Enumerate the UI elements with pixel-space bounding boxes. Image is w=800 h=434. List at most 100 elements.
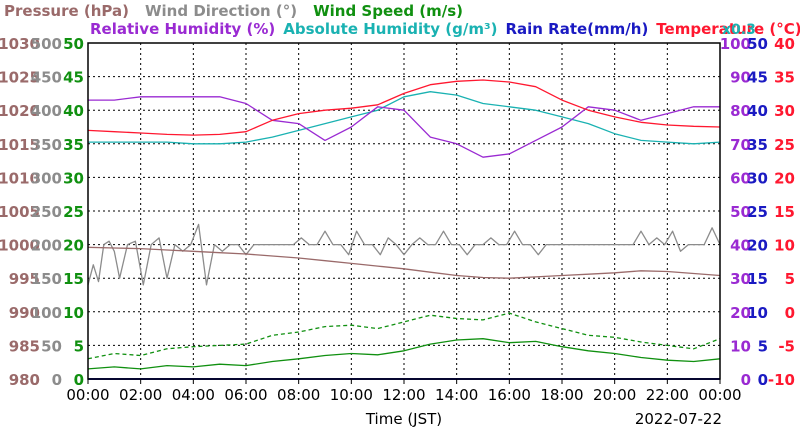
y-tick-label: 40 <box>747 102 768 120</box>
y-tick-label: 150 <box>31 270 62 288</box>
x-tick-label: 00:00 <box>66 386 109 404</box>
legend-multiplier: x0.3 <box>722 22 756 38</box>
y-tick-label: 1025 <box>0 69 40 87</box>
y-tick-label: 20 <box>774 169 795 187</box>
y-tick-label: 60 <box>730 169 751 187</box>
y-tick-label: 1010 <box>0 169 40 187</box>
y-tick-label: 0 <box>785 304 795 322</box>
x-tick-label: 22:00 <box>646 386 689 404</box>
x-tick-label: 08:00 <box>277 386 320 404</box>
y-tick-label: 15 <box>774 203 795 221</box>
y-tick-label: 980 <box>9 371 40 389</box>
y-tick-label: 0 <box>74 371 84 389</box>
y-tick-label: 10 <box>747 304 768 322</box>
y-tick-label: 400 <box>31 102 62 120</box>
y-tick-label: -10 <box>768 371 795 389</box>
y-tick-label: 300 <box>31 169 62 187</box>
y-tick-label: 50 <box>747 35 768 53</box>
y-tick-label: 1030 <box>0 35 40 53</box>
grid <box>88 43 720 379</box>
x-tick-label: 02:00 <box>119 386 162 404</box>
y-tick-label: 10 <box>730 337 751 355</box>
x-tick-label: 00:00 <box>698 386 741 404</box>
x-tick-label: 18:00 <box>540 386 583 404</box>
y-tick-label: 70 <box>730 136 751 154</box>
y-tick-label: 1020 <box>0 102 40 120</box>
y-tick-label: 40 <box>730 237 751 255</box>
x-tick-label: 06:00 <box>224 386 267 404</box>
x-tick-label: 20:00 <box>593 386 636 404</box>
series-line <box>88 91 721 145</box>
y-tick-label: 350 <box>31 136 62 154</box>
x-tick-label: 16:00 <box>488 386 531 404</box>
legend-label: Wind Speed (m/s) <box>313 2 463 20</box>
chart-date: 2022-07-22 <box>635 410 722 428</box>
y-tick-label: 35 <box>774 69 795 87</box>
y-tick-label: 45 <box>63 69 84 87</box>
x-axis: 00:00 02:00 04:00 06:00 08:00 10:00 12:00 14:00… <box>66 379 742 404</box>
y-tick-label: 20 <box>747 237 768 255</box>
y-tick-label: 0 <box>741 371 751 389</box>
y-tick-label: 30 <box>63 169 84 187</box>
y-tick-label: 500 <box>31 35 62 53</box>
legend: Pressure (hPa) Wind Direction (°) Wind Spe… <box>4 2 800 38</box>
y-tick-label: 990 <box>9 304 40 322</box>
y-tick-label: 35 <box>63 136 84 154</box>
y-tick-label: 40 <box>774 35 795 53</box>
y-tick-label: 25 <box>63 203 84 221</box>
y-tick-label: 10 <box>63 304 84 322</box>
series-line <box>87 246 721 279</box>
x-tick-label: 12:00 <box>382 386 425 404</box>
y-tick-label: 5 <box>785 270 795 288</box>
y-tick-label: 100 <box>31 304 62 322</box>
y-tick-label: 0 <box>758 371 768 389</box>
y-tick-label: 50 <box>63 35 84 53</box>
series-line <box>87 312 721 360</box>
y-tick-label: 30 <box>774 102 795 120</box>
legend-label: Wind Direction (°) <box>145 2 297 20</box>
y-tick-label: 50 <box>730 203 751 221</box>
y-tick-label: 995 <box>9 270 40 288</box>
y-tick-label: -5 <box>778 337 795 355</box>
right-axes: 0102030405060708090100051015202530354045… <box>720 35 795 389</box>
legend-label: Pressure (hPa) <box>4 2 129 20</box>
y-tick-label: 30 <box>747 169 768 187</box>
y-tick-label: 20 <box>730 304 751 322</box>
y-tick-label: 250 <box>31 203 62 221</box>
x-axis-label: Time (JST) <box>365 410 442 428</box>
y-tick-label: 5 <box>74 337 84 355</box>
y-tick-label: 0 <box>52 371 62 389</box>
legend-label: Relative Humidity (%) <box>90 20 275 38</box>
y-tick-label: 1015 <box>0 136 40 154</box>
legend-label: Absolute Humidity (g/m³) <box>283 20 497 38</box>
legend-label: Rain Rate(mm/h) <box>505 20 648 38</box>
y-tick-label: 15 <box>747 270 768 288</box>
series-line <box>88 96 720 158</box>
y-tick-label: 450 <box>31 69 62 87</box>
y-tick-label: 35 <box>747 136 768 154</box>
y-tick-label: 200 <box>31 237 62 255</box>
series-line <box>87 338 721 370</box>
y-tick-label: 80 <box>730 102 751 120</box>
y-tick-label: 90 <box>730 69 751 87</box>
x-tick-label: 10:00 <box>330 386 373 404</box>
y-tick-label: 40 <box>63 102 84 120</box>
x-tick-label: 14:00 <box>435 386 478 404</box>
y-tick-label: 10 <box>774 237 795 255</box>
y-tick-label: 25 <box>747 203 768 221</box>
legend-label: Temperature (°C) <box>656 20 800 38</box>
y-tick-label: 25 <box>774 136 795 154</box>
y-tick-label: 45 <box>747 69 768 87</box>
left-axes: 9809859909951000100510101015102010251030… <box>0 35 84 389</box>
x-tick-label: 04:00 <box>172 386 215 404</box>
y-tick-label: 30 <box>730 270 751 288</box>
y-tick-label: 20 <box>63 237 84 255</box>
series-line <box>87 79 721 136</box>
y-tick-label: 100 <box>720 35 751 53</box>
y-tick-label: 5 <box>758 337 768 355</box>
y-tick-label: 15 <box>63 270 84 288</box>
series-line <box>87 223 721 286</box>
y-tick-label: 1005 <box>0 203 40 221</box>
